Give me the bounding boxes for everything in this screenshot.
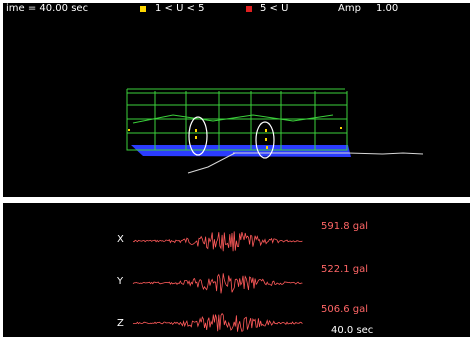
peak-label-y: 522.1 gal	[321, 264, 369, 275]
highlight-ellipse-left	[188, 116, 208, 156]
waveform-x	[132, 231, 303, 252]
legend-low-swatch	[140, 6, 146, 12]
model-view-panel: ime = 40.00 sec 1 < U < 5 5 < U Amp 1.00	[3, 3, 470, 197]
legend-low-label: 1 < U < 5	[155, 3, 205, 14]
duration-label: 40.0 sec	[331, 325, 374, 336]
support-line	[187, 152, 236, 174]
amp-label: Amp	[338, 3, 361, 14]
ground-line	[233, 152, 424, 155]
ground-slab	[131, 145, 351, 157]
structure-model	[126, 88, 424, 174]
time-label: ime = 40.00 sec	[6, 3, 89, 14]
legend-high-label: 5 < U	[260, 3, 289, 14]
building-frame	[126, 88, 348, 151]
waveform-plot	[132, 231, 303, 333]
peak-label-z: 506.6 gal	[321, 304, 369, 315]
legend-high-swatch	[246, 6, 252, 12]
peak-label-x: 591.8 gal	[321, 221, 369, 232]
axis-label-x: X	[117, 234, 124, 245]
waveform-panel: X Y Z 591.8 gal 522.1 gal 506.6 gal 40.0…	[3, 203, 470, 337]
waveform-y	[132, 273, 303, 294]
highlight-ellipse-right	[255, 121, 275, 159]
waveform-z	[132, 312, 303, 333]
amp-value: 1.00	[376, 3, 399, 14]
axis-label-y: Y	[117, 276, 124, 287]
axis-label-z: Z	[117, 318, 124, 329]
yellow-markers	[128, 127, 342, 149]
